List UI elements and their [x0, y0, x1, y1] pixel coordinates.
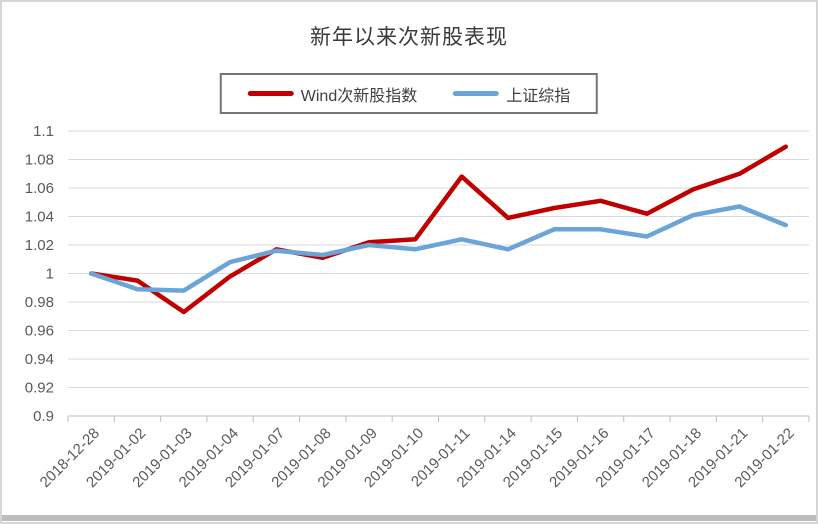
legend: Wind次新股指数 上证综指: [219, 73, 599, 114]
legend-swatch-red-line-icon: [247, 91, 294, 96]
y-tick-label: 0.94: [25, 351, 54, 368]
legend-swatch-blue-line-icon: [453, 91, 500, 96]
chart-title: 新年以来次新股表现: [310, 26, 508, 49]
y-tick-label: 0.9: [33, 408, 54, 425]
legend-label-wind-index: Wind次新股指数: [300, 87, 418, 105]
y-tick-label: 1.02: [25, 237, 54, 254]
legend-item-sse-composite: 上证综指: [453, 82, 570, 106]
y-tick-label: 0.98: [25, 294, 54, 311]
legend-label-sse-composite: 上证综指: [506, 87, 571, 105]
y-axis-labels: 1.1 1.08 1.06 1.04 1.02 1 0.98 0.96 0.94 0.92 0.9: [25, 123, 54, 425]
y-tick-label: 1.1: [33, 123, 54, 140]
y-tick-label: 0.96: [25, 323, 54, 340]
y-tick-label: 1.04: [25, 209, 54, 226]
series-line-0: [88, 144, 789, 315]
bottom-gray-bar: [2, 515, 816, 521]
series-line-1: [88, 204, 789, 293]
x-axis-tick-marks: [67, 416, 810, 422]
y-tick-label: 1: [46, 266, 54, 283]
x-axis-labels: 2018-12-282019-01-022019-01-032019-01-04…: [37, 425, 798, 491]
legend-item-wind-index: Wind次新股指数: [247, 82, 418, 106]
y-tick-label: 0.92: [25, 380, 54, 397]
y-gridlines: [68, 130, 809, 388]
y-tick-label: 1.06: [25, 180, 54, 197]
y-tick-label: 1.08: [25, 152, 54, 169]
